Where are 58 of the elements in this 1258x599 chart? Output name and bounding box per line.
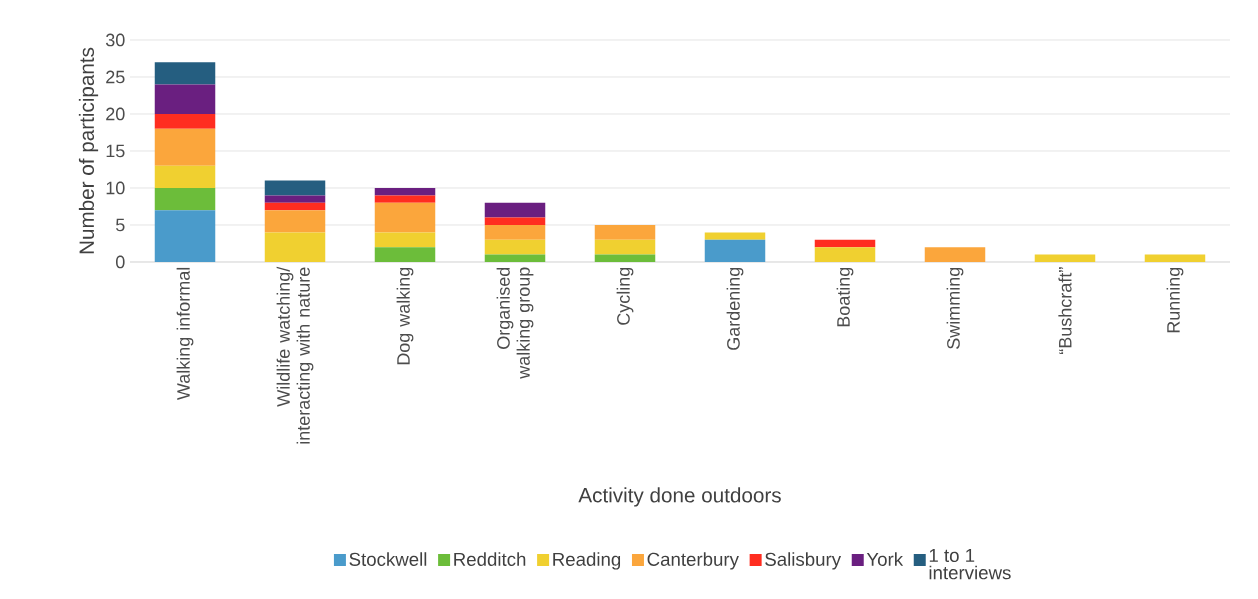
y-tick-label: 20 <box>106 107 125 121</box>
x-tick-label: Organised walking group <box>496 267 534 379</box>
legend-label: Redditch <box>454 552 526 566</box>
x-tick-label: Swimming <box>946 267 964 349</box>
y-tick-label: 10 <box>106 181 125 195</box>
legend-label: Canterbury <box>647 552 739 570</box>
bar <box>154 210 216 262</box>
bar <box>154 187 216 211</box>
bar <box>594 254 656 262</box>
bar <box>264 202 326 211</box>
bar <box>374 247 436 262</box>
x-tick-label: Cycling <box>616 267 634 325</box>
bar <box>484 202 546 218</box>
bar <box>594 239 656 255</box>
y-tick-label: 30 <box>105 33 125 47</box>
bar <box>374 232 436 248</box>
bar <box>924 247 986 262</box>
x-tick-label: Gardening <box>726 267 744 350</box>
bar <box>154 84 216 114</box>
x-tick-label: “Bushcraft” <box>1058 267 1072 355</box>
bar <box>704 232 766 240</box>
x-tick-label: Running <box>1166 267 1184 333</box>
bar <box>814 239 876 248</box>
bar <box>264 232 326 262</box>
legend-label: 1 to 1 interviews <box>929 549 1011 580</box>
bar <box>374 187 436 196</box>
bar <box>154 128 216 166</box>
bar <box>594 224 656 240</box>
legend-label: Salisbury <box>765 552 842 570</box>
bar <box>374 195 436 203</box>
legend-label: Reading <box>553 552 621 570</box>
y-tick-label: 5 <box>116 218 125 232</box>
bar <box>484 239 546 255</box>
bar <box>374 202 436 233</box>
legend-label: Stockwell <box>349 552 427 566</box>
y-tick-label: 15 <box>106 144 125 158</box>
bar <box>154 114 216 129</box>
bar <box>814 247 876 262</box>
y-tick-label: 25 <box>106 70 125 84</box>
x-tick-label: Walking informal <box>176 267 194 400</box>
x-tick-label: Dog walking <box>396 267 414 365</box>
bar <box>264 210 326 233</box>
y-tick-label: 0 <box>116 255 125 269</box>
bar <box>264 195 326 203</box>
bar <box>1144 254 1206 262</box>
x-axis-title: Activity done outdoors <box>578 487 781 507</box>
bar <box>264 180 326 196</box>
bar <box>1034 254 1096 262</box>
legend-label: York <box>866 552 904 566</box>
bar <box>484 217 546 225</box>
x-tick-label: Boating <box>836 267 854 327</box>
bar <box>704 239 766 262</box>
bar <box>154 62 216 85</box>
bar <box>154 165 216 188</box>
bar <box>484 224 546 240</box>
bar <box>484 254 546 262</box>
x-tick-label: Wildlife watching/ interacting with nature <box>276 266 314 444</box>
y-axis-title: Number of participants <box>78 47 99 254</box>
